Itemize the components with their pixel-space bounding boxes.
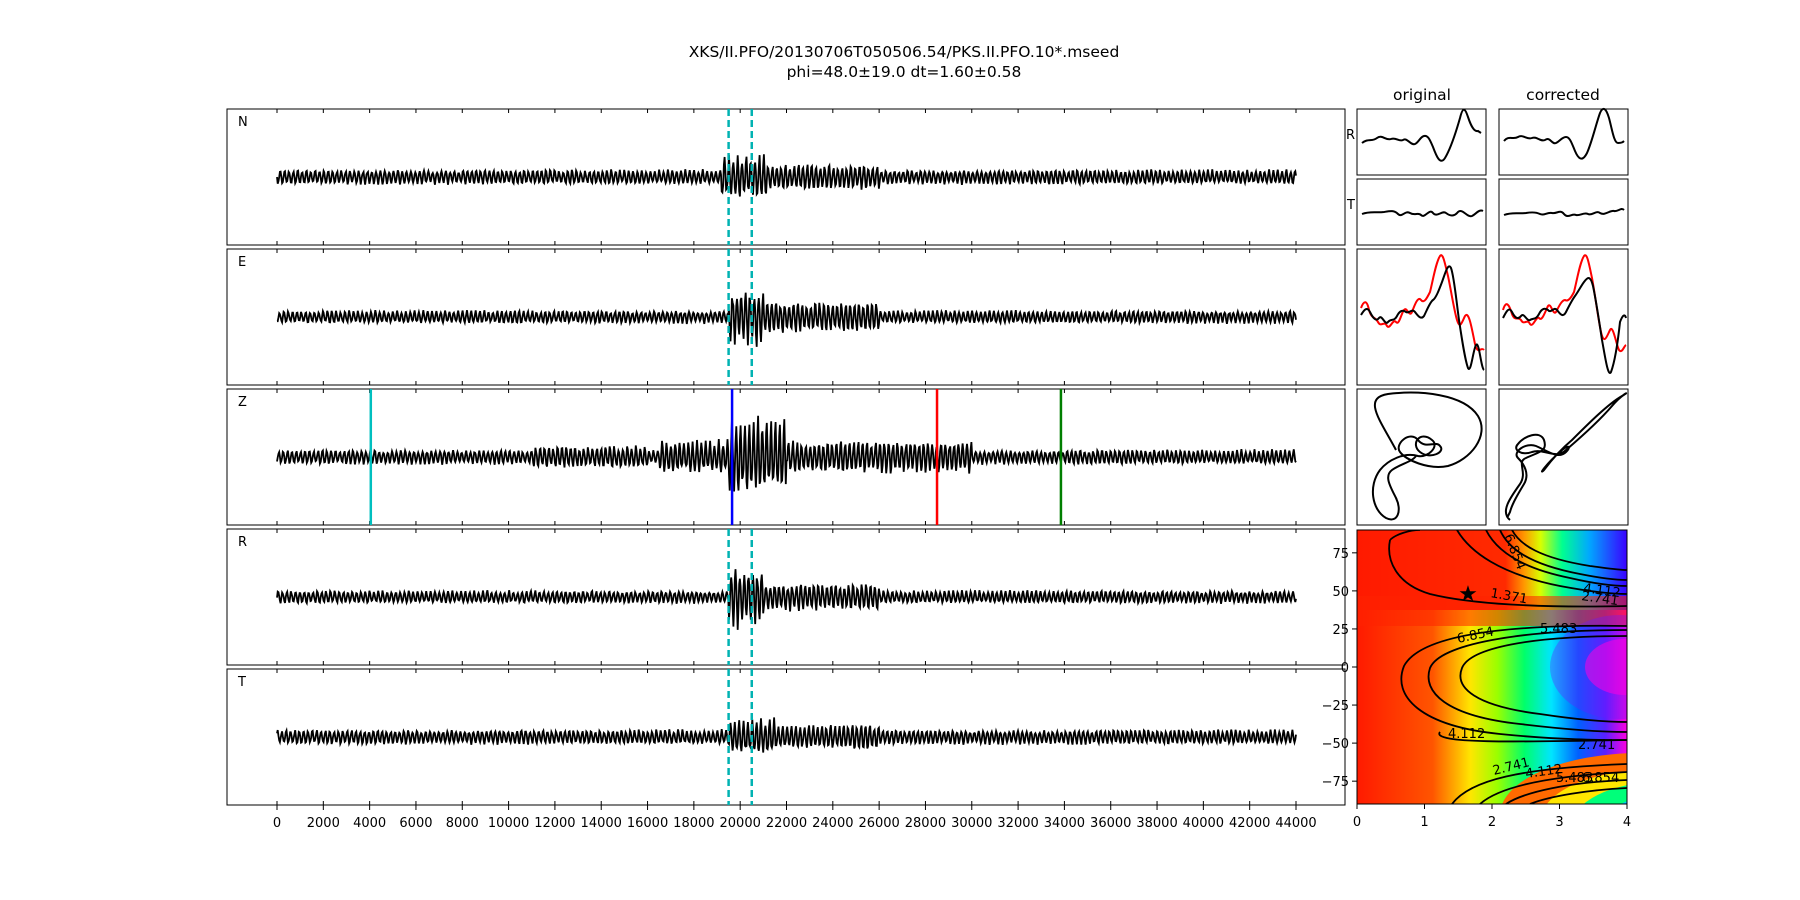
x-tick-label: 6000 xyxy=(399,816,432,831)
channel-label-T: T xyxy=(237,675,246,690)
channel-label-E: E xyxy=(238,255,246,270)
channel-label-N: N xyxy=(238,115,248,130)
contour-2741 xyxy=(1438,530,1627,743)
contour-label: 6.854 xyxy=(1582,771,1619,786)
x-tick-label: 10000 xyxy=(488,816,529,831)
contour-6854 xyxy=(1459,530,1627,723)
contour-label: 2.741 xyxy=(1580,589,1619,609)
x-tick-label: 8000 xyxy=(446,816,479,831)
row-label-T: T xyxy=(1346,198,1355,213)
x-tick-label: 4000 xyxy=(353,816,386,831)
x-tick-label: 30000 xyxy=(951,816,992,831)
x-tick-label: 40000 xyxy=(1183,816,1224,831)
contour-label: 4.112 xyxy=(1582,581,1621,601)
waveform-R xyxy=(276,569,1297,630)
x-tick-label: 34000 xyxy=(1044,816,1085,831)
surface-y-tick-label: −25 xyxy=(1322,699,1349,714)
figure-title: XKS/II.PFO/20130706T050506.54/PKS.II.PFO… xyxy=(689,43,1120,61)
surface-y-tick-label: 0 xyxy=(1341,661,1349,676)
original-T-panel xyxy=(1356,178,1487,246)
original-T-trace xyxy=(1361,209,1484,218)
contour-label: 2.741 xyxy=(1578,738,1615,753)
contour-bottom-3 xyxy=(1505,779,1627,804)
original-particle-motion-panel xyxy=(1356,388,1487,526)
corrected-R-trace xyxy=(1503,107,1625,160)
x-tick-label: 14000 xyxy=(581,816,622,831)
x-tick-label: 20000 xyxy=(720,816,761,831)
x-tick-label: 24000 xyxy=(812,816,853,831)
contour-label: 4.112 xyxy=(1524,762,1563,782)
column-title-original: original xyxy=(1393,86,1451,104)
x-tick-label: 42000 xyxy=(1229,816,1270,831)
waveform-Z xyxy=(276,415,1297,492)
seismogram-panels: N E Z R T xyxy=(226,108,1346,806)
surface-y-tick-label: 50 xyxy=(1332,585,1349,600)
x-tick-label: 0 xyxy=(273,816,281,831)
channel-label-R: R xyxy=(238,535,247,550)
waveform-N xyxy=(276,154,1297,197)
contour-5483 xyxy=(1427,530,1627,733)
corrected-T-trace xyxy=(1503,208,1625,217)
x-tick-label: 36000 xyxy=(1090,816,1131,831)
x-tick-label: 22000 xyxy=(766,816,807,831)
surface-x-tick-label: 2 xyxy=(1488,815,1496,830)
surface-y-tick-label: 25 xyxy=(1332,623,1349,638)
x-tick-label: 12000 xyxy=(534,816,575,831)
original-particle-motion xyxy=(1371,391,1483,521)
x-tick-label: 2000 xyxy=(307,816,340,831)
row-label-R: R xyxy=(1346,128,1355,143)
original-fast-slow-panel xyxy=(1356,248,1487,386)
corrected-particle-motion-panel xyxy=(1498,388,1629,526)
original-R-panel xyxy=(1356,108,1487,176)
x-tick-label: 26000 xyxy=(858,816,899,831)
x-tick-label: 28000 xyxy=(905,816,946,831)
column-title-corrected: corrected xyxy=(1526,86,1600,104)
corrected-T-panel xyxy=(1498,178,1629,246)
waveform-T xyxy=(276,717,1297,753)
waveform-comparison-panels: R T xyxy=(1346,107,1629,526)
x-tick-label: 32000 xyxy=(997,816,1038,831)
contour-4112 xyxy=(1400,530,1627,741)
best-fit-star: ★ xyxy=(1458,582,1478,607)
time-axis: 0 2000 4000 6000 8000 10000 12000 14000 16000 180… xyxy=(273,805,1317,831)
surface-x-tick-label: 1 xyxy=(1420,815,1428,830)
contour-label: 4.112 xyxy=(1448,727,1485,742)
contour-bottom-2 xyxy=(1479,771,1627,804)
original-R-trace xyxy=(1361,108,1482,162)
surface-x-tick-label: 3 xyxy=(1555,815,1563,830)
x-tick-label: 16000 xyxy=(627,816,668,831)
contour-label: 5.483 xyxy=(1556,771,1593,786)
figure-subtitle: phi=48.0±19.0 dt=1.60±0.58 xyxy=(787,63,1022,81)
surface-y-tick-label: 75 xyxy=(1332,547,1349,562)
surface-x-tick-label: 0 xyxy=(1353,815,1361,830)
original-slow-trace xyxy=(1360,254,1485,352)
corrected-slow-trace xyxy=(1502,254,1627,353)
surface-y-tick-label: −50 xyxy=(1322,737,1349,752)
error-surface: 1.371 2.741 4.112 5.483 6.854 6.854 4.11… xyxy=(1322,529,1632,830)
corrected-particle-motion xyxy=(1504,392,1628,521)
surface-x-tick-label: 4 xyxy=(1623,815,1631,830)
error-surface-axes: 0 1 2 3 4 75 50 25 0 −25 −50 −75 xyxy=(1322,547,1632,830)
corrected-R-panel xyxy=(1498,108,1629,176)
contour-label: 5.483 xyxy=(1540,622,1577,637)
contour-label: 1.371 xyxy=(1489,586,1528,607)
corrected-fast-trace xyxy=(1502,277,1627,375)
x-tick-label: 18000 xyxy=(673,816,714,831)
original-fast-trace xyxy=(1360,265,1485,371)
corrected-fast-slow-panel xyxy=(1498,248,1629,386)
contour-bottom-4 xyxy=(1529,787,1627,804)
contour-bottom-1 xyxy=(1451,763,1627,804)
channel-label-Z: Z xyxy=(238,395,247,410)
waveform-E xyxy=(276,292,1297,347)
x-tick-label: 44000 xyxy=(1275,816,1316,831)
surface-y-tick-label: −75 xyxy=(1322,775,1349,790)
x-tick-label: 38000 xyxy=(1136,816,1177,831)
